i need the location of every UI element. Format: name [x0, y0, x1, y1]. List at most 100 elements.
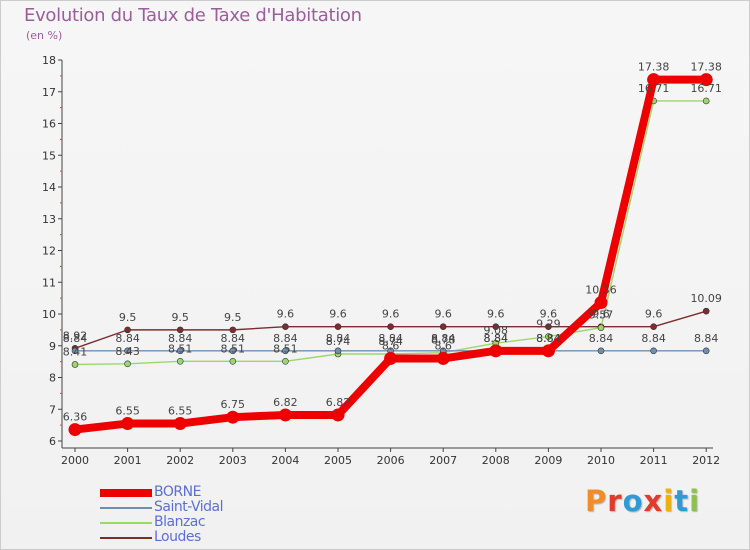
data-point-loudes — [334, 323, 342, 331]
y-tick-label: 10 — [42, 308, 56, 321]
x-tick-label: 2004 — [271, 454, 299, 467]
data-point-borne — [594, 296, 608, 310]
data-label-loudes: 9.5 — [119, 311, 137, 324]
data-label-blanzac: 9.57 — [589, 309, 614, 322]
data-point-saint-vidal — [334, 347, 342, 355]
legend-item-blanzac: Blanzac — [100, 515, 223, 530]
x-tick-label: 2005 — [324, 454, 352, 467]
data-point-borne — [699, 73, 713, 87]
data-point-borne — [121, 417, 135, 431]
data-label-blanzac: 8.43 — [115, 345, 140, 358]
data-point-loudes — [650, 323, 657, 331]
legend-item-saint-vidal: Saint-Vidal — [100, 500, 223, 515]
x-tick-label: 2002 — [166, 454, 194, 467]
data-label-saint-vidal: 8.84 — [326, 332, 351, 345]
y-tick-label: 7 — [49, 403, 56, 416]
data-point-blanzac — [176, 358, 184, 365]
data-label-borne: 6.82 — [273, 396, 298, 409]
data-point-borne — [226, 410, 240, 424]
data-label-borne: 17.38 — [638, 61, 670, 74]
data-point-saint-vidal — [124, 347, 131, 355]
data-point-loudes — [492, 323, 500, 331]
data-point-borne — [68, 423, 82, 437]
data-point-loudes — [229, 326, 237, 334]
x-tick-label: 2012 — [692, 454, 720, 467]
data-point-blanzac — [597, 324, 605, 331]
data-label-loudes: 9.6 — [645, 308, 663, 321]
data-point-saint-vidal — [229, 347, 237, 355]
data-point-loudes — [702, 307, 710, 315]
data-label-blanzac: 8.78 — [431, 334, 456, 347]
data-point-loudes — [282, 323, 289, 331]
data-label-loudes: 10.09 — [690, 292, 722, 305]
legend-label-borne: BORNE — [154, 484, 201, 500]
x-tick-label: 2006 — [377, 454, 405, 467]
data-point-blanzac — [545, 333, 552, 340]
data-label-blanzac: 8.41 — [63, 345, 88, 358]
data-point-borne — [173, 417, 187, 431]
data-label-blanzac: 9.08 — [484, 324, 509, 337]
data-label-saint-vidal: 8.84 — [63, 332, 88, 345]
data-point-blanzac — [71, 361, 79, 368]
data-label-loudes: 9.6 — [487, 308, 505, 321]
data-point-borne — [489, 344, 503, 358]
data-point-saint-vidal — [650, 347, 657, 355]
x-tick-label: 2000 — [61, 454, 89, 467]
y-tick-label: 18 — [42, 54, 56, 67]
data-point-loudes — [545, 323, 552, 331]
data-label-borne: 10.36 — [585, 284, 617, 297]
x-tick-label: 2003 — [219, 454, 247, 467]
data-label-blanzac: 8.51 — [273, 342, 298, 355]
data-label-loudes: 9.6 — [277, 308, 295, 321]
data-label-loudes: 9.5 — [224, 311, 242, 324]
data-label-saint-vidal: 8.84 — [115, 332, 140, 345]
data-point-blanzac — [124, 360, 131, 368]
data-point-saint-vidal — [71, 347, 79, 355]
data-label-borne: 8.6 — [382, 339, 400, 352]
data-point-blanzac — [282, 358, 289, 365]
y-tick-label: 15 — [42, 149, 56, 162]
proxiti-logo: Proxiti — [585, 484, 701, 518]
data-label-saint-vidal: 8.84 — [168, 332, 193, 345]
data-label-saint-vidal: 8.84 — [221, 332, 246, 345]
data-label-loudes: 9.6 — [434, 308, 452, 321]
data-label-saint-vidal: 8.84 — [536, 332, 561, 345]
data-point-borne — [541, 344, 555, 358]
data-label-saint-vidal: 8.84 — [431, 332, 456, 345]
data-point-borne — [278, 408, 292, 422]
x-tick-label: 2011 — [640, 454, 668, 467]
data-label-borne: 8.84 — [484, 332, 509, 345]
data-point-saint-vidal — [176, 347, 184, 355]
data-label-loudes: 9.5 — [171, 311, 189, 324]
x-tick-label: 2009 — [534, 454, 562, 467]
data-label-borne: 6.75 — [221, 398, 246, 411]
data-label-blanzac: 8.51 — [168, 342, 193, 355]
y-tick-label: 13 — [42, 213, 56, 226]
data-label-blanzac: 8.74 — [378, 335, 403, 348]
series-line-borne — [74, 75, 707, 434]
x-tick-label: 2008 — [482, 454, 510, 467]
legend-item-loudes: Loudes — [100, 530, 223, 545]
data-point-blanzac — [229, 358, 237, 365]
data-point-saint-vidal — [702, 347, 710, 355]
data-label-blanzac: 9.29 — [536, 318, 561, 331]
data-point-borne — [436, 351, 450, 365]
legend-label-loudes: Loudes — [154, 529, 201, 545]
chart-subtitle: (en %) — [26, 29, 63, 42]
legend-swatch-loudes — [100, 536, 152, 539]
y-tick-label: 14 — [42, 181, 56, 194]
y-tick-label: 17 — [42, 86, 56, 99]
y-tick-label: 11 — [42, 276, 56, 289]
data-label-loudes: 9.6 — [592, 308, 610, 321]
data-label-borne: 6.55 — [115, 405, 140, 418]
legend-label-saint-vidal: Saint-Vidal — [154, 499, 223, 515]
legend-item-borne: BORNE — [100, 485, 223, 500]
data-point-loudes — [124, 326, 131, 334]
data-point-loudes — [176, 326, 184, 334]
data-label-borne: 8.84 — [536, 332, 561, 345]
y-tick-label: 9 — [49, 340, 56, 353]
data-point-borne — [647, 73, 661, 87]
x-tick-label: 2010 — [587, 454, 615, 467]
data-label-saint-vidal: 8.84 — [694, 332, 719, 345]
